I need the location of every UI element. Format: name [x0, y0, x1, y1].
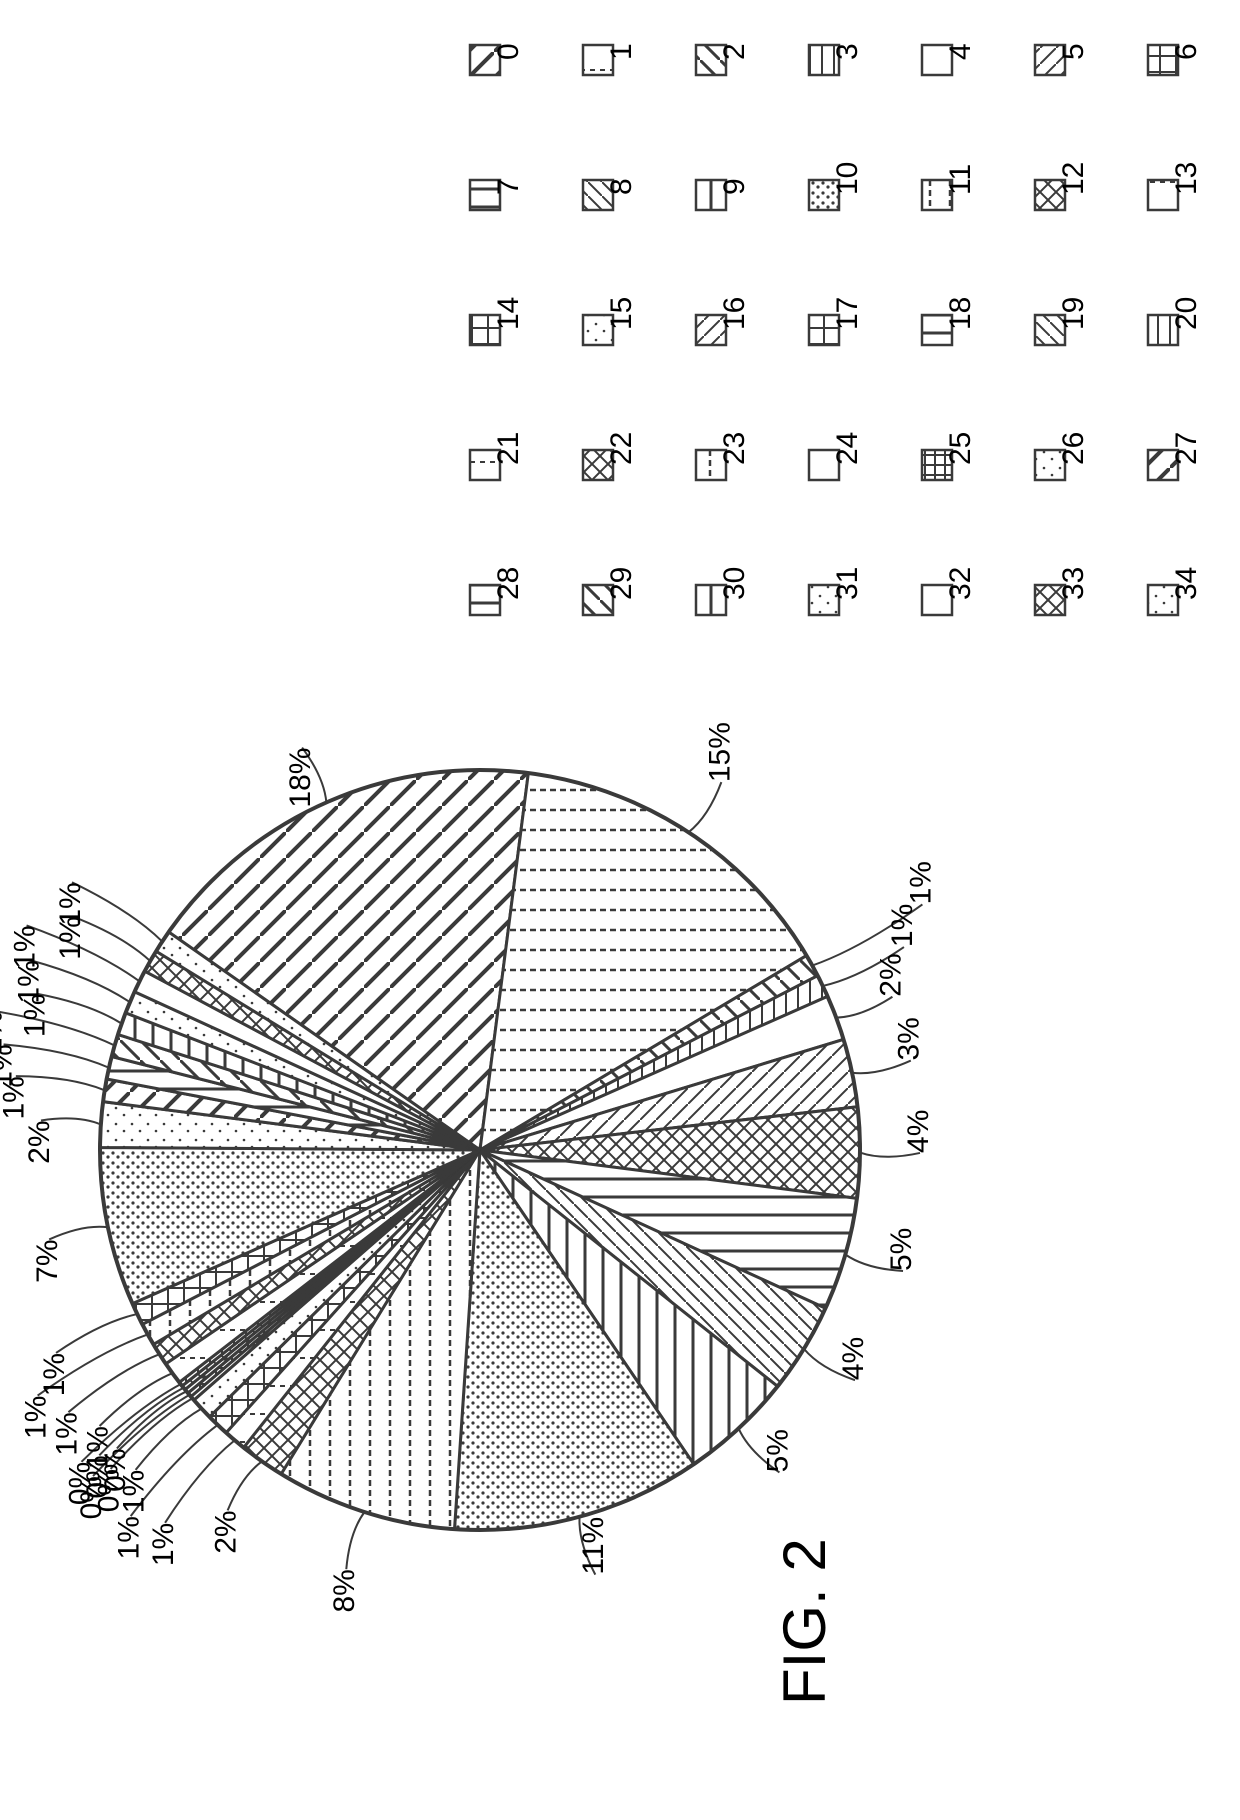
- pie-slice-label: 1%: [886, 904, 919, 947]
- pie-slice-label: 4%: [837, 1337, 870, 1380]
- legend-label: 16: [718, 297, 751, 330]
- figure-stage: 18%15%1%1%2%3%4%5%4%5%11%8%2%1%1%1%0%0%0…: [0, 0, 1240, 1820]
- legend-label: 21: [492, 432, 525, 465]
- pie-slice-label: 1%: [50, 1412, 83, 1455]
- legend-label: 22: [605, 432, 638, 465]
- pie-slice-label: 1%: [8, 925, 41, 968]
- legend-label: 4: [944, 43, 977, 60]
- leader-line: [836, 997, 892, 1018]
- legend-label: 30: [718, 567, 751, 600]
- legend-label: 34: [1170, 567, 1203, 600]
- chart-svg: 18%15%1%1%2%3%4%5%4%5%11%8%2%1%1%1%0%0%0…: [0, 0, 1240, 1820]
- pie-slice-label: 1%: [147, 1523, 180, 1566]
- legend-label: 6: [1170, 43, 1203, 60]
- legend: 0123456789101112131415161718192021222324…: [470, 43, 1203, 615]
- leader-line: [852, 1061, 911, 1074]
- pie-slice-label: 2%: [874, 953, 907, 996]
- leader-line: [4, 1044, 109, 1067]
- leader-line: [56, 1314, 137, 1353]
- legend-label: 20: [1170, 297, 1203, 330]
- pie-slice-label: 2%: [210, 1510, 243, 1553]
- pie-slice-label: 5%: [885, 1228, 918, 1271]
- pie-slice-label: 11%: [577, 1517, 610, 1575]
- legend-label: 3: [831, 43, 864, 60]
- legend-label: 26: [1057, 432, 1090, 465]
- pie-slice-label: 4%: [902, 1110, 935, 1153]
- legend-label: 13: [1170, 162, 1203, 195]
- legend-label: 7: [492, 178, 525, 195]
- legend-label: 12: [1057, 162, 1090, 195]
- legend-label: 31: [831, 567, 864, 600]
- leader-line: [68, 1354, 159, 1412]
- legend-label: 33: [1057, 567, 1090, 600]
- pie-slice-label: 1%: [54, 882, 87, 925]
- legend-label: 1: [605, 43, 638, 60]
- pie-slice-label: 3%: [893, 1017, 926, 1060]
- leader-line: [0, 1011, 115, 1046]
- legend-label: 11: [944, 164, 977, 195]
- pie-slice-label: 18%: [284, 748, 317, 808]
- pie-chart: [100, 770, 860, 1530]
- pie-slice-label: 1%: [20, 1396, 53, 1439]
- legend-label: 27: [1170, 432, 1203, 465]
- legend-label: 9: [718, 178, 751, 195]
- legend-label: 32: [944, 567, 977, 600]
- figure-caption: FIG. 2: [770, 1538, 839, 1705]
- legend-label: 10: [831, 162, 864, 195]
- legend-label: 25: [944, 432, 977, 465]
- legend-label: 29: [605, 567, 638, 600]
- legend-label: 5: [1057, 43, 1090, 60]
- legend-label: 28: [492, 567, 525, 600]
- legend-label: 2: [718, 43, 751, 60]
- pie-slice-label: 1%: [38, 1353, 71, 1396]
- legend-label: 8: [605, 178, 638, 195]
- leader-line: [136, 1409, 202, 1470]
- legend-label: 14: [492, 297, 525, 330]
- legend-label: 0: [492, 43, 525, 60]
- leader-line: [165, 1440, 235, 1522]
- leader-line: [346, 1512, 364, 1569]
- pie-slice-label: 1%: [0, 1011, 8, 1054]
- pie-slice-label: 2%: [23, 1120, 56, 1163]
- legend-label: 24: [831, 432, 864, 465]
- pie-slice-label: 5%: [761, 1429, 794, 1472]
- pie-slice-label: 1%: [904, 861, 937, 904]
- pie-slice-label: 1%: [81, 1426, 114, 1469]
- leader-line: [49, 1227, 108, 1240]
- pie-slice-label: 1%: [113, 1516, 146, 1559]
- legend-label: 23: [718, 432, 751, 465]
- leader-line: [688, 782, 721, 832]
- legend-label: 17: [831, 297, 864, 330]
- legend-label: 15: [605, 297, 638, 330]
- pie-slice-label: 15%: [703, 722, 736, 782]
- leader-line: [228, 1461, 262, 1510]
- legend-label: 19: [1057, 297, 1090, 330]
- pie-slice-label: 7%: [31, 1239, 64, 1282]
- legend-label: 18: [944, 297, 977, 330]
- pie-slice-label: 8%: [328, 1569, 361, 1612]
